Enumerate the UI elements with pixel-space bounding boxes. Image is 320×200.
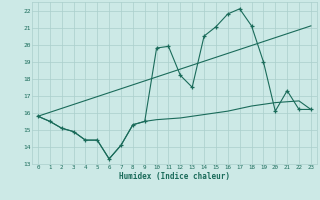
X-axis label: Humidex (Indice chaleur): Humidex (Indice chaleur) (119, 172, 230, 181)
